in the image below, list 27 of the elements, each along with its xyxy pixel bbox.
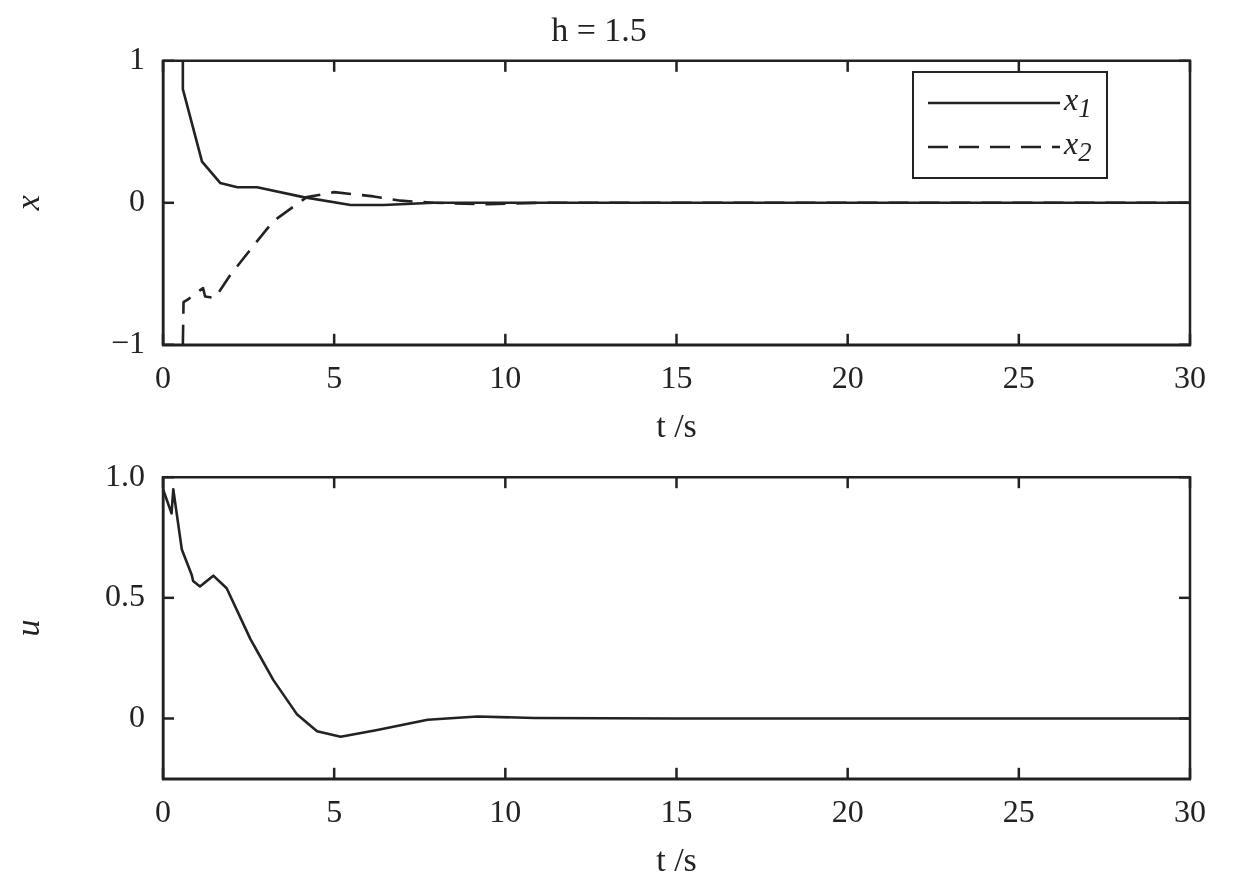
x-axis-title: t /s: [656, 406, 697, 444]
x-tick-label: 10: [489, 359, 522, 396]
x-tick-label: 30: [1174, 793, 1206, 830]
y-axis-title: x: [9, 195, 47, 212]
x-tick-label: 25: [1002, 359, 1035, 396]
y-tick-label: 0: [129, 697, 145, 734]
legend-label: x$_{2}$: [1064, 125, 1092, 169]
x-tick-label: 5: [326, 793, 343, 830]
x-tick-label: 25: [1002, 793, 1035, 830]
y-axis-title: u: [9, 619, 47, 637]
chart-title: h = 1.5: [551, 11, 647, 49]
x-tick-label: 10: [489, 793, 522, 830]
y-tick-label: 1: [129, 40, 145, 77]
y-tick-label: 1.0: [105, 456, 145, 493]
legend-label: x$_{1}$: [1064, 81, 1092, 125]
x-tick-label: 30: [1174, 359, 1206, 396]
x-tick-label: 5: [326, 359, 343, 396]
y-tick-label: 0: [129, 182, 145, 219]
x-tick-label: 0: [155, 359, 171, 396]
x-tick-label: 20: [831, 793, 864, 830]
x-axis-title: t /s: [656, 840, 697, 878]
x-tick-label: 0: [155, 793, 171, 830]
x-tick-label: 20: [831, 359, 864, 396]
y-tick-label: −1: [110, 324, 145, 361]
x-tick-label: 15: [660, 793, 693, 830]
y-tick-label: 0.5: [105, 577, 145, 614]
x-tick-label: 15: [660, 359, 693, 396]
